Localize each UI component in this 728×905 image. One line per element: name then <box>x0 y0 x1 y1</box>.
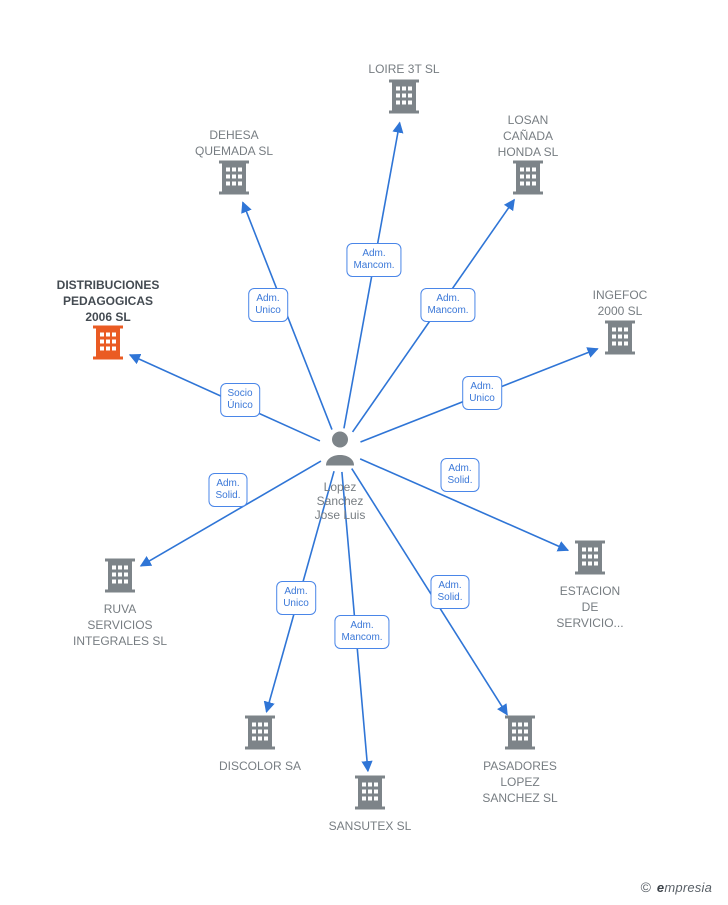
center-person-icon[interactable] <box>324 430 356 471</box>
company-node-dehesa[interactable] <box>219 161 249 200</box>
company-label-dehesa: DEHESA QUEMADA SL <box>195 127 273 159</box>
edge-label-losan: Adm. Mancom. <box>420 288 475 322</box>
company-label-ruva: RUVA SERVICIOS INTEGRALES SL <box>73 601 167 650</box>
company-node-loire[interactable] <box>389 80 419 119</box>
company-node-losan[interactable] <box>513 161 543 200</box>
edges-layer <box>0 0 728 905</box>
brand-name: empresia <box>657 880 712 895</box>
company-label-dist: DISTRIBUCIONES PEDAGOGICAS 2006 SL <box>57 277 160 326</box>
company-node-discolor[interactable] <box>245 716 275 755</box>
company-node-ingefoc[interactable] <box>605 321 635 360</box>
company-label-loire: LOIRE 3T SL <box>368 61 439 77</box>
edge-label-ingefoc: Adm. Unico <box>462 376 502 410</box>
company-label-estacion: ESTACION DE SERVICIO... <box>556 583 623 632</box>
company-label-discolor: DISCOLOR SA <box>219 758 301 774</box>
edge-label-dist: Socio Único <box>220 383 260 417</box>
company-node-dist[interactable] <box>93 326 123 365</box>
company-label-ingefoc: INGEFOC 2000 SL <box>593 287 648 319</box>
company-node-sansutex[interactable] <box>355 776 385 815</box>
company-label-sansutex: SANSUTEX SL <box>329 818 412 834</box>
edge-label-dehesa: Adm. Unico <box>248 288 288 322</box>
edge-label-loire: Adm. Mancom. <box>346 243 401 277</box>
company-label-losan: LOSAN CAÑADA HONDA SL <box>498 112 559 161</box>
edge-label-pasadores: Adm. Solid. <box>430 575 469 609</box>
company-label-pasadores: PASADORES LOPEZ SANCHEZ SL <box>482 758 557 807</box>
edge-label-ruva: Adm. Solid. <box>208 473 247 507</box>
edge-label-discolor: Adm. Unico <box>276 581 316 615</box>
copyright-symbol: © <box>641 879 651 895</box>
edge-label-estacion: Adm. Solid. <box>440 458 479 492</box>
watermark: © empresia <box>641 879 712 895</box>
center-person-label: Lopez Sanchez Jose Luis <box>315 480 366 522</box>
company-node-ruva[interactable] <box>105 559 135 598</box>
company-node-pasadores[interactable] <box>505 716 535 755</box>
network-diagram: DEHESA QUEMADA SL LOIRE 3T SL LOSAN CAÑA… <box>0 0 728 905</box>
edge-label-sansutex: Adm. Mancom. <box>334 615 389 649</box>
company-node-estacion[interactable] <box>575 541 605 580</box>
edge-line-pasadores <box>352 469 507 715</box>
